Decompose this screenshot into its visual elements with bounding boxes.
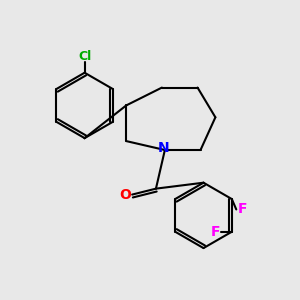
Text: F: F [238, 202, 247, 216]
Text: O: O [119, 188, 131, 202]
Text: N: N [158, 141, 169, 154]
Text: F: F [211, 225, 220, 239]
Text: Cl: Cl [78, 50, 91, 64]
